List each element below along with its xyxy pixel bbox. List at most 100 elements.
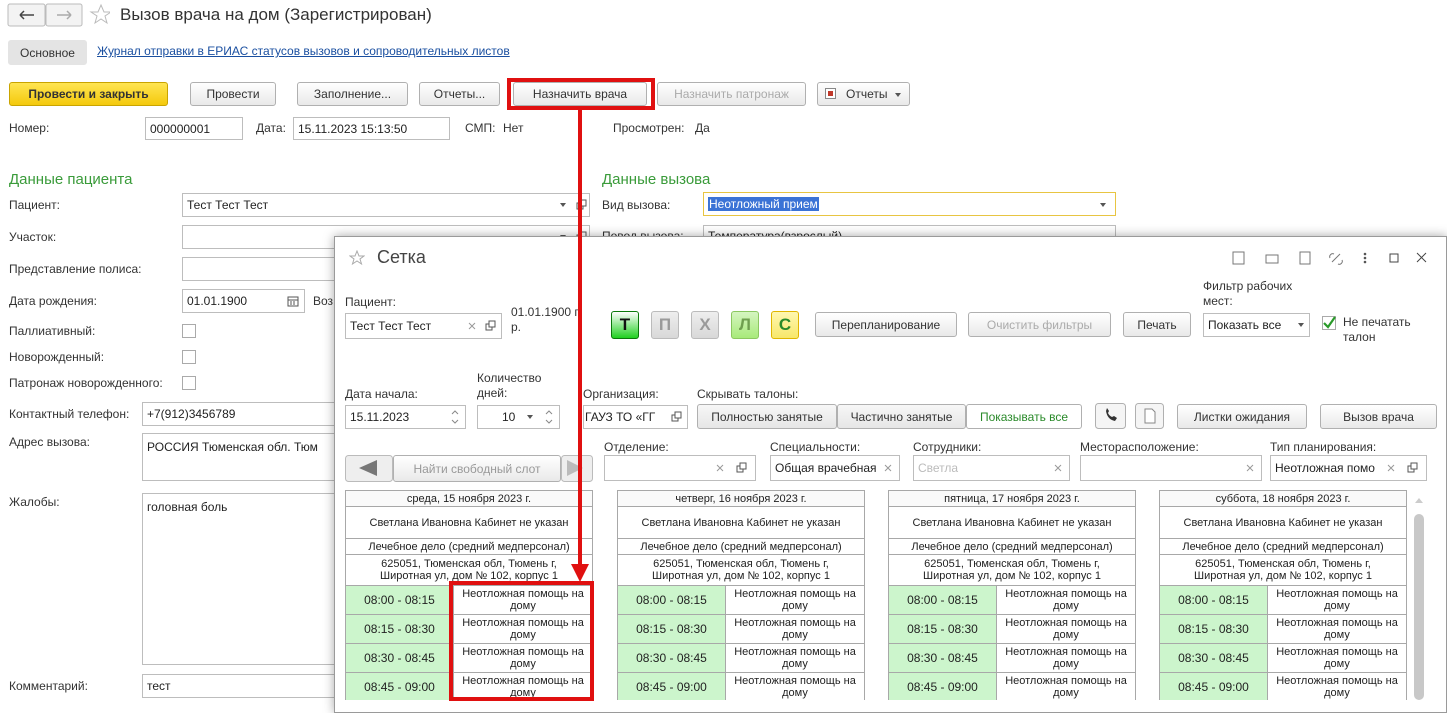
find-slot-button[interactable]: Найти свободный слот <box>393 455 561 482</box>
day-date: пятница, 17 ноября 2023 г. <box>888 490 1136 507</box>
slot-service[interactable]: Неотложная помощь на дому <box>725 672 865 700</box>
day-date: среда, 15 ноября 2023 г. <box>345 490 593 507</box>
slot-time[interactable]: 08:30 - 08:45 <box>888 643 997 673</box>
dialog-button[interactable]: Печать <box>1123 312 1191 337</box>
clear-icon <box>716 464 724 472</box>
day-specialty: Лечебное дело (средний медперсонал) <box>617 538 865 555</box>
slot-service[interactable]: Неотложная помощь на дому <box>1267 585 1407 615</box>
field-label: Пациент: <box>9 198 61 212</box>
input[interactable]: 10 <box>477 405 560 429</box>
input[interactable]: ГАУЗ ТО «ГГ <box>583 405 688 429</box>
filter-label: Специальности: <box>770 440 861 454</box>
day-column: среда, 15 ноября 2023 г. Светлана Ивановн… <box>345 490 593 700</box>
mode-button[interactable]: Х <box>691 311 719 339</box>
spin <box>545 410 553 424</box>
checkbox-label: Не печатать талон <box>1343 315 1411 344</box>
open-icon <box>736 462 747 473</box>
slot-time[interactable]: 08:30 - 08:45 <box>617 643 726 673</box>
dialog-button[interactable]: Перепланирование <box>815 312 957 337</box>
filter-input[interactable]: Светла <box>913 455 1070 481</box>
select[interactable]: Показать все <box>1203 313 1310 337</box>
checkbox <box>182 324 196 338</box>
day-date: суббота, 18 ноября 2023 г. <box>1159 490 1407 507</box>
mode-button[interactable]: Л <box>731 311 759 339</box>
slot-service[interactable]: Неотложная помощь на дому <box>725 614 865 644</box>
slot-time[interactable]: 08:15 - 08:30 <box>888 614 997 644</box>
open-icon <box>485 320 496 331</box>
field-label: Новорожденный: <box>9 350 105 364</box>
dialog-button[interactable]: Листки ожидания <box>1177 404 1307 429</box>
checkbox <box>182 376 196 390</box>
checkbox <box>1322 316 1336 330</box>
slot-service[interactable]: Неотложная помощь на дому <box>996 614 1136 644</box>
segment[interactable]: Показывать все <box>966 404 1082 429</box>
slot-time[interactable]: 08:00 - 08:15 <box>345 585 454 615</box>
field-input[interactable]: Неотложный прием <box>703 192 1116 216</box>
slot-service[interactable]: Неотложная помощь на дому <box>996 585 1136 615</box>
slot-service[interactable]: Неотложная помощь на дому <box>725 643 865 673</box>
toolbar-button[interactable]: Провести и закрыть <box>9 82 168 106</box>
slot-time[interactable]: 08:45 - 09:00 <box>345 672 454 700</box>
input[interactable]: 15.11.2023 <box>345 405 466 429</box>
filter-input[interactable]: Неотложная помо <box>1270 455 1427 481</box>
dropdown-arrow <box>527 415 533 419</box>
slot-service[interactable]: Неотложная помощь на дому <box>1267 672 1407 700</box>
tab-main[interactable]: Основное <box>8 40 87 65</box>
mode-button[interactable]: П <box>651 311 679 339</box>
slot-time[interactable]: 08:45 - 09:00 <box>888 672 997 700</box>
slot-time[interactable]: 08:00 - 08:15 <box>888 585 997 615</box>
dialog-button[interactable]: Очистить фильтры <box>968 312 1111 337</box>
slot-service[interactable]: Неотложная помощь на дому <box>453 672 593 700</box>
slot-service[interactable]: Неотложная помощь на дому <box>725 585 865 615</box>
toolbar-button[interactable]: Назначить патронаж <box>657 82 806 106</box>
slot-time[interactable]: 08:30 - 08:45 <box>345 643 454 673</box>
dialog-button[interactable]: Вызов врача <box>1320 404 1437 429</box>
slot-time[interactable]: 08:45 - 09:00 <box>1159 672 1268 700</box>
slot-time[interactable]: 08:00 - 08:15 <box>1159 585 1268 615</box>
slot-time[interactable]: 08:00 - 08:15 <box>617 585 726 615</box>
slot-time[interactable]: 08:15 - 08:30 <box>345 614 454 644</box>
slot-service[interactable]: Неотложная помощь на дому <box>996 643 1136 673</box>
slot-time[interactable]: 08:30 - 08:45 <box>1159 643 1268 673</box>
segment[interactable]: Полностью занятые <box>697 404 837 429</box>
slot-time[interactable]: 08:45 - 09:00 <box>617 672 726 700</box>
toolbar-button[interactable]: Назначить врача <box>513 82 647 106</box>
filter-input[interactable] <box>604 455 756 481</box>
filter-input[interactable]: Общая врачебная <box>770 455 900 481</box>
nav-prev <box>345 455 393 482</box>
toolbar-button[interactable]: Заполнение... <box>297 82 408 106</box>
slot-service[interactable]: Неотложная помощь на дому <box>1267 614 1407 644</box>
label: Просмотрен: <box>613 121 685 135</box>
report-icon <box>825 88 836 99</box>
day-specialty: Лечебное дело (средний медперсонал) <box>1159 538 1407 555</box>
phone-button <box>1095 403 1126 429</box>
open-icon <box>671 411 682 422</box>
day-column: пятница, 17 ноября 2023 г. Светлана Ивано… <box>888 490 1136 700</box>
field-label: Жалобы: <box>9 495 60 509</box>
section-title: Данные вызова <box>602 171 711 188</box>
mode-button[interactable]: Т <box>611 311 639 339</box>
mode-button[interactable]: С <box>771 311 799 339</box>
value: Да <box>695 121 710 135</box>
slot-service[interactable]: Неотложная помощь на дому <box>1267 643 1407 673</box>
segment[interactable]: Частично занятые <box>837 404 966 429</box>
slot-time[interactable]: 08:15 - 08:30 <box>1159 614 1268 644</box>
day-doctor: Светлана Ивановна Кабинет не указан <box>345 506 593 539</box>
toolbar-button[interactable]: Провести <box>190 82 276 106</box>
input[interactable]: Тест Тест Тест <box>345 313 502 339</box>
day-address: 625051, Тюменская обл, Тюмень г, Широтна… <box>1159 554 1407 586</box>
field-input[interactable]: Тест Тест Тест <box>182 193 590 217</box>
slot-service[interactable]: Неотложная помощь на дому <box>996 672 1136 700</box>
toolbar-button[interactable]: Отчеты... <box>419 82 500 106</box>
tab-journal[interactable]: Журнал отправки в ЕРИАС статусов вызовов… <box>97 44 510 58</box>
field-label: Адрес вызова: <box>9 435 90 449</box>
window-icons <box>1232 251 1427 265</box>
page-title: Вызов врача на дом (Зарегистрирован) <box>120 5 432 24</box>
slot-time[interactable]: 08:15 - 08:30 <box>617 614 726 644</box>
open-icon <box>1407 462 1418 473</box>
field-input[interactable]: 01.01.1900 <box>182 289 305 313</box>
filter-input[interactable] <box>1080 455 1262 481</box>
dropdown-arrow <box>560 203 566 207</box>
selected-text: Неотложный прием <box>708 197 819 211</box>
